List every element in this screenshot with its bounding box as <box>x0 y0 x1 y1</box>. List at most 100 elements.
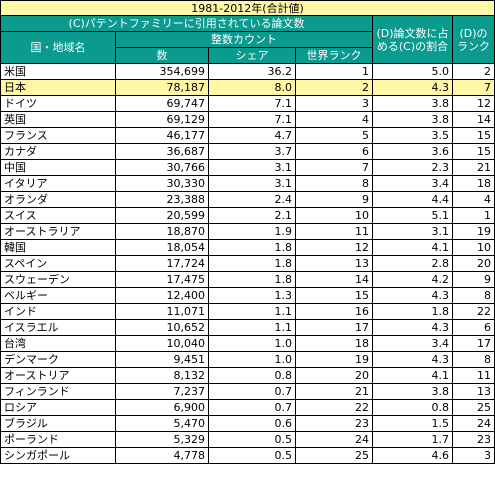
count-cell: 9,451 <box>115 351 209 368</box>
d-rank-cell: 8 <box>451 287 495 304</box>
table-row: イタリア 30,330 3.1 8 3.4 18 <box>0 175 495 192</box>
count-cell: 10,652 <box>115 319 209 336</box>
table-row: インド 11,071 1.1 16 1.8 22 <box>0 303 495 320</box>
world-rank-cell: 7 <box>295 159 373 176</box>
world-rank-cell: 14 <box>295 271 373 288</box>
ratio-cell: 3.4 <box>372 175 453 192</box>
country-cell: 米国 <box>0 63 116 80</box>
count-cell: 69,747 <box>115 95 209 112</box>
table-row: ロシア 6,900 0.7 22 0.8 25 <box>0 399 495 416</box>
ratio-cell: 3.8 <box>372 95 453 112</box>
share-cell: 7.1 <box>208 111 296 128</box>
table-row: スウェーデン 17,475 1.8 14 4.2 9 <box>0 271 495 288</box>
world-rank-cell: 9 <box>295 191 373 208</box>
table-row: フランス 46,177 4.7 5 3.5 15 <box>0 127 495 144</box>
table-row: 台湾 10,040 1.0 18 3.4 17 <box>0 335 495 352</box>
share-cell: 3.7 <box>208 143 296 160</box>
d-rank-cell: 9 <box>451 271 495 288</box>
ratio-cell: 4.3 <box>372 351 453 368</box>
ratio-cell: 3.4 <box>372 335 453 352</box>
count-cell: 78,187 <box>115 79 209 96</box>
header-count: 数 <box>115 47 209 64</box>
world-rank-cell: 21 <box>295 383 373 400</box>
ratio-cell: 1.5 <box>372 415 453 432</box>
world-rank-cell: 10 <box>295 207 373 224</box>
share-cell: 2.4 <box>208 191 296 208</box>
table-row: ベルギー 12,400 1.3 15 4.3 8 <box>0 287 495 304</box>
ratio-cell: 3.6 <box>372 143 453 160</box>
table-row: イスラエル 10,652 1.1 17 4.3 6 <box>0 319 495 336</box>
d-rank-cell: 24 <box>451 415 495 432</box>
table-body: 米国 354,699 36.2 1 5.0 2 日本 78,187 8.0 2 4.3 7 ドイツ 69,… <box>0 63 495 464</box>
country-cell: 英国 <box>0 111 116 128</box>
share-cell: 1.0 <box>208 335 296 352</box>
country-cell: イタリア <box>0 175 116 192</box>
count-cell: 69,129 <box>115 111 209 128</box>
ratio-cell: 4.3 <box>372 79 453 96</box>
country-cell: オーストラリア <box>0 223 116 240</box>
table-row: オーストラリア 18,870 1.9 11 3.1 19 <box>0 223 495 240</box>
table-row: デンマーク 9,451 1.0 19 4.3 8 <box>0 351 495 368</box>
country-cell: 中国 <box>0 159 116 176</box>
d-rank-cell: 4 <box>451 191 495 208</box>
count-cell: 8,132 <box>115 367 209 384</box>
header-d-rank: (D)のランク <box>451 15 495 64</box>
count-cell: 6,900 <box>115 399 209 416</box>
share-cell: 0.5 <box>208 447 296 464</box>
share-cell: 1.1 <box>208 303 296 320</box>
share-cell: 36.2 <box>208 63 296 80</box>
count-cell: 17,475 <box>115 271 209 288</box>
ratio-cell: 4.6 <box>372 447 453 464</box>
ratio-cell: 1.7 <box>372 431 453 448</box>
country-cell: カナダ <box>0 143 116 160</box>
world-rank-cell: 1 <box>295 63 373 80</box>
d-rank-cell: 15 <box>451 127 495 144</box>
table-row: オランダ 23,388 2.4 9 4.4 4 <box>0 191 495 208</box>
d-rank-cell: 10 <box>451 239 495 256</box>
country-cell: ブラジル <box>0 415 116 432</box>
d-rank-cell: 20 <box>451 255 495 272</box>
share-cell: 1.8 <box>208 255 296 272</box>
header-share: シェア <box>208 47 296 64</box>
share-cell: 0.8 <box>208 367 296 384</box>
count-cell: 18,054 <box>115 239 209 256</box>
world-rank-cell: 25 <box>295 447 373 464</box>
country-cell: ポーランド <box>0 431 116 448</box>
table-title: 1981-2012年(合計値) <box>0 0 495 16</box>
d-rank-cell: 21 <box>451 159 495 176</box>
share-cell: 2.1 <box>208 207 296 224</box>
ratio-cell: 5.0 <box>372 63 453 80</box>
ratio-cell: 5.1 <box>372 207 453 224</box>
header-world-rank: 世界ランク <box>295 47 373 64</box>
country-cell: フィンランド <box>0 383 116 400</box>
share-cell: 1.8 <box>208 239 296 256</box>
ratio-cell: 4.3 <box>372 287 453 304</box>
count-cell: 12,400 <box>115 287 209 304</box>
count-cell: 18,870 <box>115 223 209 240</box>
count-cell: 46,177 <box>115 127 209 144</box>
table-row: ポーランド 5,329 0.5 24 1.7 23 <box>0 431 495 448</box>
ratio-cell: 4.1 <box>372 367 453 384</box>
table-row: 日本 78,187 8.0 2 4.3 7 <box>0 79 495 96</box>
count-cell: 23,388 <box>115 191 209 208</box>
d-rank-cell: 2 <box>451 63 495 80</box>
d-rank-cell: 23 <box>451 431 495 448</box>
d-rank-cell: 8 <box>451 351 495 368</box>
country-cell: 韓国 <box>0 239 116 256</box>
country-cell: ロシア <box>0 399 116 416</box>
country-cell: イスラエル <box>0 319 116 336</box>
country-cell: 日本 <box>0 79 116 96</box>
count-cell: 36,687 <box>115 143 209 160</box>
d-rank-cell: 3 <box>451 447 495 464</box>
count-cell: 30,766 <box>115 159 209 176</box>
ratio-cell: 1.8 <box>372 303 453 320</box>
country-cell: スペイン <box>0 255 116 272</box>
ratio-cell: 4.2 <box>372 271 453 288</box>
table-row: スイス 20,599 2.1 10 5.1 1 <box>0 207 495 224</box>
world-rank-cell: 22 <box>295 399 373 416</box>
country-cell: スイス <box>0 207 116 224</box>
d-rank-cell: 25 <box>451 399 495 416</box>
ratio-cell: 2.8 <box>372 255 453 272</box>
table-row: ブラジル 5,470 0.6 23 1.5 24 <box>0 415 495 432</box>
ratio-cell: 3.8 <box>372 111 453 128</box>
